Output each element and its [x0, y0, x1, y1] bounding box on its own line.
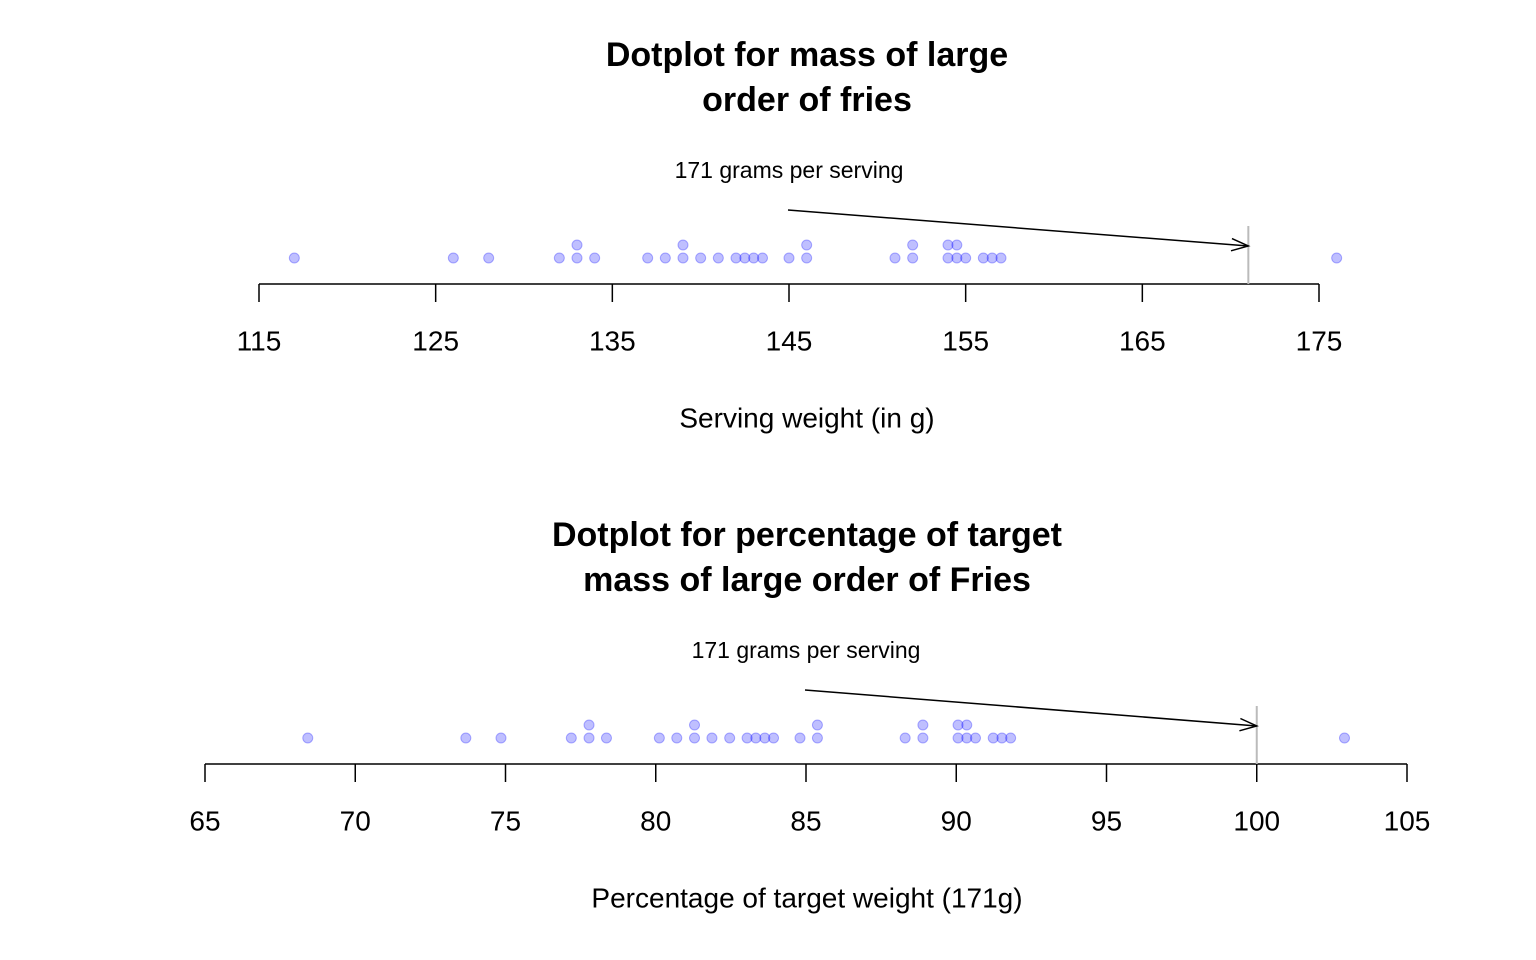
dot — [917, 719, 929, 731]
dot — [495, 732, 507, 744]
dot — [969, 732, 981, 744]
arrow-head — [1230, 237, 1251, 252]
dot — [712, 252, 724, 264]
dot — [748, 252, 760, 264]
dot — [583, 732, 595, 744]
dot — [961, 732, 973, 744]
dot — [952, 732, 964, 744]
x-tick-label: 70 — [340, 805, 371, 836]
x-tick-label: 155 — [942, 325, 989, 356]
x-tick-label: 105 — [1384, 805, 1431, 836]
x-axis-label: Percentage of target weight (171g) — [591, 882, 1022, 913]
dot — [724, 732, 736, 744]
dot — [899, 732, 911, 744]
dot — [583, 719, 595, 731]
dot — [811, 719, 823, 731]
dot — [739, 252, 751, 264]
dot — [653, 732, 665, 744]
dot — [996, 732, 1008, 744]
x-tick-label: 145 — [766, 325, 813, 356]
dot — [907, 252, 919, 264]
dot — [589, 252, 601, 264]
x-tick-label: 175 — [1296, 325, 1343, 356]
dot — [302, 732, 314, 744]
dot — [553, 252, 565, 264]
dot — [571, 252, 583, 264]
x-tick-label: 90 — [941, 805, 972, 836]
chart-title: order of fries — [702, 81, 912, 119]
dot — [689, 719, 701, 731]
dot — [659, 252, 671, 264]
annotation: 171 grams per serving — [692, 637, 921, 663]
dot — [951, 239, 963, 251]
x-tick-label: 75 — [490, 805, 521, 836]
x-tick-label: 85 — [790, 805, 821, 836]
annotation: 171 grams per serving — [675, 157, 904, 183]
dot — [960, 252, 972, 264]
dot — [750, 732, 762, 744]
x-tick-label: 165 — [1119, 325, 1166, 356]
dot — [1005, 732, 1017, 744]
chart-title: Dotplot for mass of large — [606, 36, 1008, 74]
dot — [942, 239, 954, 251]
dot — [977, 252, 989, 264]
dot — [889, 252, 901, 264]
dot — [801, 239, 813, 251]
dot — [952, 719, 964, 731]
x-tick-label: 100 — [1233, 805, 1280, 836]
dot — [986, 252, 998, 264]
dot — [741, 732, 753, 744]
dot — [483, 252, 495, 264]
x-axis-label: Serving weight (in g) — [679, 402, 934, 433]
dot — [571, 239, 583, 251]
dot — [907, 239, 919, 251]
dot — [987, 732, 999, 744]
dot — [695, 252, 707, 264]
dot — [757, 252, 768, 264]
x-tick-label: 95 — [1091, 805, 1122, 836]
dot — [565, 732, 577, 744]
dot — [447, 252, 459, 264]
dot — [689, 732, 701, 744]
dot — [730, 252, 742, 264]
dot — [600, 732, 612, 744]
chart-title: mass of large order of Fries — [583, 561, 1031, 599]
dot — [460, 732, 472, 744]
dot — [642, 252, 654, 264]
dot — [768, 732, 780, 744]
dot — [783, 252, 795, 264]
dot — [811, 732, 823, 744]
dot — [951, 252, 963, 264]
dot — [942, 252, 954, 264]
x-tick-label: 80 — [640, 805, 671, 836]
x-tick-label: 135 — [589, 325, 636, 356]
dot — [801, 252, 813, 264]
chart-title: Dotplot for percentage of target — [552, 516, 1062, 554]
dot — [1331, 252, 1343, 264]
dot — [995, 252, 1007, 264]
dot — [677, 239, 689, 251]
dot — [759, 732, 771, 744]
annotation-arrow — [804, 689, 1257, 727]
x-tick-label: 65 — [189, 805, 220, 836]
dot — [1338, 732, 1350, 744]
annotation-arrow — [787, 209, 1249, 247]
dot — [917, 732, 929, 744]
dot — [671, 732, 683, 744]
x-tick-label: 115 — [237, 325, 282, 356]
dot — [794, 732, 806, 744]
dot — [706, 732, 718, 744]
arrow-head — [1239, 717, 1259, 732]
dot — [677, 252, 689, 264]
dot — [961, 719, 973, 731]
dot — [288, 252, 300, 264]
x-tick-label: 125 — [412, 325, 459, 356]
